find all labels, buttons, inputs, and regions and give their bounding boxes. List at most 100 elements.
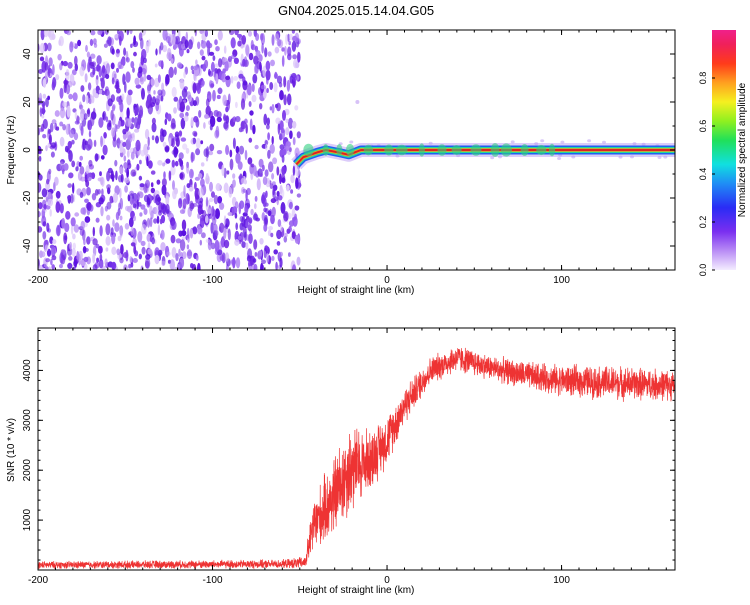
heatmap-noise-cell bbox=[246, 187, 251, 196]
heatmap-noise-cell bbox=[268, 226, 273, 231]
ridge-bump bbox=[437, 144, 447, 156]
heatmap-noise-cell bbox=[239, 222, 244, 231]
heatmap-noise-cell bbox=[215, 125, 220, 138]
heatmap-noise-cell bbox=[59, 263, 63, 269]
heatmap-noise-cell bbox=[294, 61, 300, 69]
heatmap-noise-cell bbox=[250, 44, 256, 51]
heatmap-noise-cell bbox=[102, 144, 108, 156]
heatmap-noise-cell bbox=[150, 170, 156, 175]
heatmap-noise-cell bbox=[201, 232, 206, 239]
heatmap-noise-cell bbox=[231, 206, 238, 215]
heatmap-noise-cell bbox=[225, 106, 229, 113]
heatmap-noise-cell bbox=[130, 262, 134, 268]
heatmap-noise-cell bbox=[156, 95, 160, 100]
heatmap-noise-cell bbox=[126, 30, 130, 36]
heatmap-noise-cell bbox=[255, 50, 261, 57]
heatmap-noise-cell bbox=[276, 241, 281, 246]
heatmap-noise-cell bbox=[229, 149, 233, 158]
heatmap-noise-cell bbox=[266, 88, 269, 93]
heatmap-noise-cell bbox=[221, 72, 227, 83]
heatmap-noise-cell bbox=[123, 162, 128, 169]
heatmap-noise-cell bbox=[230, 37, 236, 49]
heatmap-noise-cell bbox=[244, 231, 247, 242]
heatmap-noise-cell bbox=[85, 165, 90, 174]
heatmap-noise-cell bbox=[151, 135, 155, 141]
heatmap-noise-cell bbox=[58, 39, 61, 46]
heatmap-noise-cell bbox=[171, 138, 175, 148]
heatmap-noise-cell bbox=[199, 239, 202, 246]
heatmap-noise-cell bbox=[260, 262, 264, 270]
heatmap-noise-cell bbox=[276, 229, 282, 240]
heatmap-noise-cell bbox=[223, 215, 227, 226]
heatmap-noise-cell bbox=[194, 181, 197, 190]
heatmap-noise-cell bbox=[280, 224, 283, 233]
heatmap-noise-cell bbox=[292, 165, 296, 176]
heatmap-noise-cell bbox=[196, 83, 201, 95]
heatmap-noise-cell bbox=[249, 118, 253, 131]
heatmap-noise-cell bbox=[130, 151, 135, 160]
heatmap-noise-cell bbox=[193, 65, 198, 71]
heatmap-y-tick-label: 0 bbox=[22, 147, 33, 153]
heatmap-noise-cell bbox=[239, 200, 245, 209]
heatmap-noise-cell bbox=[72, 233, 76, 240]
heatmap-noise-cell bbox=[192, 137, 196, 145]
heatmap-noise-cell bbox=[186, 91, 191, 100]
heatmap-noise-cell bbox=[139, 183, 145, 188]
heatmap-noise-cell bbox=[265, 208, 269, 214]
heatmap-noise-cell bbox=[124, 177, 130, 184]
snr-x-axis-label: Height of straight line (km) bbox=[298, 585, 415, 596]
heatmap-noise-cell bbox=[128, 217, 134, 228]
heatmap-noise-cell bbox=[132, 203, 137, 209]
heatmap-noise-cell bbox=[116, 248, 121, 256]
heatmap-noise-cell bbox=[88, 97, 92, 105]
heatmap-noise-cell bbox=[179, 101, 185, 113]
heatmap-noise-cell bbox=[48, 266, 51, 270]
heatmap-noise-cell bbox=[128, 117, 132, 128]
heatmap-noise-cell bbox=[44, 244, 49, 252]
heatmap-noise-cell bbox=[292, 121, 297, 129]
heatmap-noise-cell bbox=[281, 47, 285, 52]
heatmap-noise-cell bbox=[178, 197, 183, 205]
heatmap-noise-cell bbox=[238, 235, 242, 241]
heatmap-noise-cell bbox=[116, 67, 119, 73]
heatmap-noise-cell bbox=[50, 258, 53, 266]
heatmap-noise-cell bbox=[67, 183, 72, 188]
heatmap-noise-cell bbox=[68, 93, 73, 100]
heatmap-noise-cell bbox=[86, 236, 91, 245]
heatmap-noise-cell bbox=[263, 113, 268, 126]
snr-y-tick-label: 3000 bbox=[22, 409, 33, 432]
heatmap-noise-cell bbox=[178, 158, 182, 163]
heatmap-noise-cell bbox=[243, 179, 247, 185]
heatmap-noise-cell bbox=[237, 161, 243, 170]
heatmap-noise-cell bbox=[39, 56, 45, 62]
ridge-bump bbox=[490, 143, 500, 157]
heatmap-noise-cell bbox=[170, 234, 176, 244]
heatmap-noise-cell bbox=[95, 217, 100, 223]
heatmap-noise-cell bbox=[169, 259, 175, 270]
heatmap-noise-cell bbox=[280, 127, 286, 140]
heatmap-noise-cell bbox=[248, 30, 252, 37]
heatmap-noise-cell bbox=[211, 205, 215, 217]
heatmap-noise-cell bbox=[105, 223, 111, 236]
heatmap-noise-cell bbox=[119, 101, 124, 113]
heatmap-noise-cell bbox=[62, 60, 68, 67]
heatmap-noise-cell bbox=[84, 198, 89, 203]
heatmap-noise-cell bbox=[279, 173, 282, 185]
heatmap-noise-cell bbox=[62, 124, 66, 131]
heatmap-noise-cell bbox=[242, 188, 247, 193]
heatmap-noise-cell bbox=[59, 87, 64, 99]
heatmap-noise-cell bbox=[172, 180, 175, 191]
heatmap-noise-cell bbox=[271, 206, 276, 217]
heatmap-noise-cell bbox=[122, 141, 127, 147]
heatmap-noise-cell bbox=[130, 43, 133, 48]
heatmap-noise-cell bbox=[192, 82, 197, 94]
heatmap-noise-cell bbox=[146, 233, 151, 242]
heatmap-x-tick-label: -200 bbox=[28, 275, 48, 286]
heatmap-noise-cell bbox=[74, 111, 78, 120]
ridge-bump bbox=[520, 144, 529, 156]
heatmap-noise-cell bbox=[265, 143, 268, 151]
heatmap-y-tick-label: -40 bbox=[22, 238, 33, 253]
heatmap-noise-cell bbox=[222, 94, 227, 106]
heatmap-noise-cell bbox=[65, 69, 70, 81]
